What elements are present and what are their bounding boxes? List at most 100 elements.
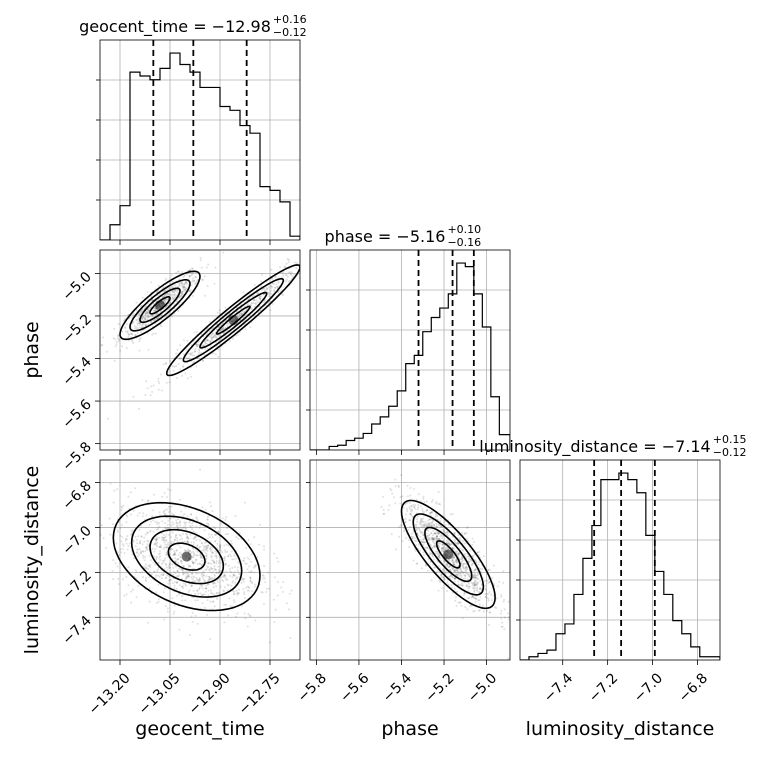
scatter-point	[141, 308, 143, 311]
scatter-point	[178, 357, 181, 360]
scatter-point	[268, 295, 270, 298]
scatter-point	[441, 543, 444, 546]
scatter-point	[422, 543, 425, 546]
scatter-point	[192, 554, 195, 557]
scatter-point	[500, 593, 503, 596]
scatter-point	[259, 523, 262, 526]
scatter-point	[456, 573, 459, 576]
scatter-point	[426, 536, 429, 539]
scatter-point	[193, 361, 196, 363]
scatter-point	[145, 566, 148, 569]
scatter-point	[185, 537, 188, 539]
scatter-point	[431, 547, 434, 550]
scatter-point	[189, 269, 192, 272]
scatter-point	[165, 539, 168, 542]
scatter-point	[206, 518, 209, 521]
scatter-point	[252, 298, 255, 301]
scatter-point	[125, 346, 128, 349]
scatter-point	[196, 343, 198, 346]
scatter-point	[118, 562, 121, 564]
scatter-point	[183, 573, 186, 575]
scatter-point	[463, 567, 466, 570]
scatter-point	[142, 576, 145, 579]
scatter-point	[201, 345, 204, 348]
scatter-point	[146, 532, 149, 534]
scatter-point	[144, 563, 147, 566]
scatter-point	[144, 314, 147, 316]
scatter-point	[433, 546, 436, 548]
scatter-point	[191, 528, 194, 531]
scatter-point	[180, 290, 183, 293]
scatter-point	[453, 577, 456, 580]
scatter-point	[439, 574, 442, 577]
scatter-point	[195, 516, 198, 519]
scatter-point	[425, 509, 428, 512]
scatter-point	[500, 617, 503, 620]
scatter-point	[269, 284, 272, 287]
scatter-point	[163, 536, 166, 539]
scatter-point	[165, 533, 168, 536]
scatter-point	[195, 282, 197, 284]
scatter-point	[465, 565, 467, 568]
scatter-point	[416, 518, 419, 521]
scatter-point	[138, 349, 141, 352]
scatter-point	[198, 349, 201, 352]
scatter-point	[161, 538, 164, 541]
scatter-point	[507, 612, 510, 615]
scatter-point	[467, 573, 470, 576]
scatter-point	[201, 602, 204, 605]
scatter-point	[496, 585, 499, 588]
scatter-point	[268, 641, 271, 644]
scatter-point	[223, 544, 226, 547]
scatter-point	[201, 556, 204, 559]
scatter-point	[218, 591, 220, 594]
contour-level-1-0	[165, 264, 300, 377]
scatter-point	[165, 527, 167, 530]
scatter-point	[199, 524, 202, 527]
scatter-point	[163, 492, 166, 494]
scatter-point	[218, 545, 221, 548]
scatter-point	[149, 566, 152, 569]
scatter-point	[191, 572, 194, 574]
xtick-label-geocent_time: −12.90	[186, 670, 234, 718]
scatter-point	[151, 333, 154, 336]
scatter-point	[177, 309, 180, 312]
scatter-point	[186, 515, 189, 518]
scatter-point	[243, 559, 245, 562]
scatter-point	[148, 315, 151, 318]
scatter-point	[187, 541, 190, 544]
histogram-luminosity_distance	[520, 472, 720, 660]
ytick-label-phase: −5.8	[59, 439, 94, 474]
scatter-point	[475, 583, 478, 586]
scatter-point	[187, 574, 190, 577]
scatter-point	[434, 533, 437, 536]
scatter-point	[503, 616, 506, 619]
scatter-point	[146, 543, 149, 546]
scatter-point	[441, 569, 444, 572]
scatter-point	[209, 571, 212, 574]
scatter-point	[183, 286, 185, 289]
scatter-point	[430, 532, 433, 535]
scatter-point	[190, 572, 193, 575]
scatter-point	[218, 309, 221, 311]
scatter-point	[150, 573, 153, 576]
scatter-point	[467, 573, 470, 576]
scatter-point	[460, 569, 463, 572]
contour-level-0-2	[424, 526, 473, 583]
scatter-point	[218, 592, 221, 595]
scatter-point	[231, 576, 234, 579]
scatter-point	[140, 311, 143, 314]
scatter-point	[429, 524, 432, 527]
scatter-point	[156, 521, 159, 524]
scatter-point	[500, 609, 503, 612]
scatter-point	[430, 532, 433, 535]
scatter-point	[135, 301, 138, 304]
scatter-point	[131, 333, 134, 336]
scatter-point	[168, 578, 171, 581]
scatter-point	[166, 543, 169, 546]
scatter-point	[410, 510, 412, 512]
scatter-point	[408, 501, 411, 504]
scatter-point	[428, 518, 431, 521]
scatter-point	[199, 556, 202, 559]
scatter-point	[206, 338, 208, 341]
